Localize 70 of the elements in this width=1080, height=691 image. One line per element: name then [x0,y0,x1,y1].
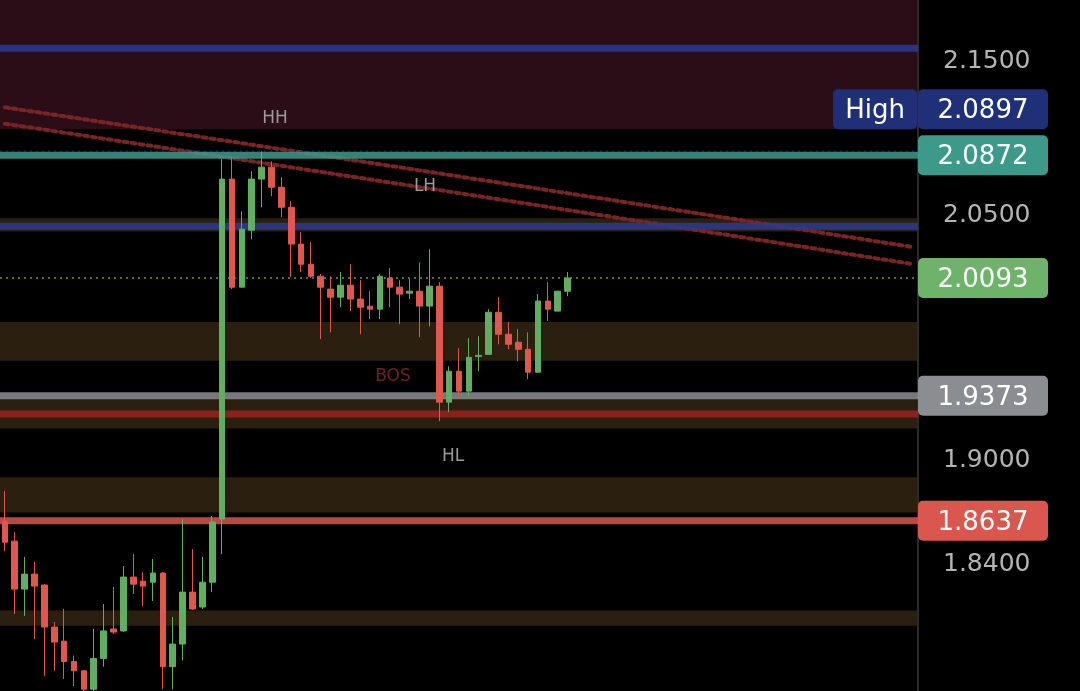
candlestick [406,278,413,300]
candlestick [466,337,472,397]
candlestick [61,608,67,680]
candlestick [268,160,275,197]
candlestick [475,335,482,372]
candlestick [564,271,571,297]
candlestick [11,531,18,615]
candlestick [436,281,443,422]
candlestick [387,267,393,308]
candlestick [110,586,117,635]
candlestick [278,176,285,218]
candlestick [317,273,324,340]
y-tick-label: 2.1500 [943,45,1031,75]
candlestick [160,571,166,690]
candlestick [554,290,561,312]
ref-line-label: 1.9373 [937,380,1029,411]
y-tick-label: 2.0500 [943,198,1031,228]
candlestick [100,603,107,668]
ref-line-label: 2.0872 [937,140,1029,171]
candlestick [90,628,97,691]
candlestick [377,273,383,320]
candlestick [298,231,304,273]
annotation: HL [441,445,465,465]
candlestick [179,518,186,661]
y-tick-label: 1.8400 [943,547,1031,577]
candlestick [169,616,176,690]
legend-label: 2.0897 [937,94,1029,125]
candlestick [199,556,206,610]
candlestick [248,170,255,240]
ref-line-label: 2.0093 [937,263,1029,293]
candlestick [446,365,452,413]
candlestick [337,271,344,308]
candlestick [367,290,373,320]
candlestick [327,275,334,333]
candlestick [515,328,522,362]
candlestick [150,558,156,602]
candlestick [31,561,38,640]
y-tick-label: 1.9000 [943,444,1031,474]
candlestick [189,548,196,611]
annotation: High [845,94,905,125]
candlestick [347,263,354,312]
candlestick [396,279,403,325]
candlestick [41,583,48,677]
candlestick [525,331,531,380]
candlestick [357,279,364,335]
candlestick [120,565,127,633]
candlestick [288,200,295,278]
candlestick [505,321,512,350]
candlestick [21,556,28,617]
candlestick [51,621,58,672]
candlestick [416,261,423,338]
candlestick [258,150,265,208]
ref-line-label: 1.8637 [937,505,1029,536]
candlestick [130,553,137,595]
candlestick [81,670,87,691]
candlestick [229,156,235,290]
candlestick [535,293,541,373]
candlestick [140,571,146,607]
candlestick [308,241,314,279]
candlestick [239,210,245,288]
annotation: BOS [375,365,411,385]
candlestick [71,655,77,687]
candlestick [219,158,225,555]
candlestick [456,347,462,398]
candlestick [495,296,502,345]
candlestick [545,281,551,322]
candlestick [426,248,433,327]
annotation: HH [262,107,288,127]
candlestick [209,515,216,593]
candlestick [485,308,492,355]
